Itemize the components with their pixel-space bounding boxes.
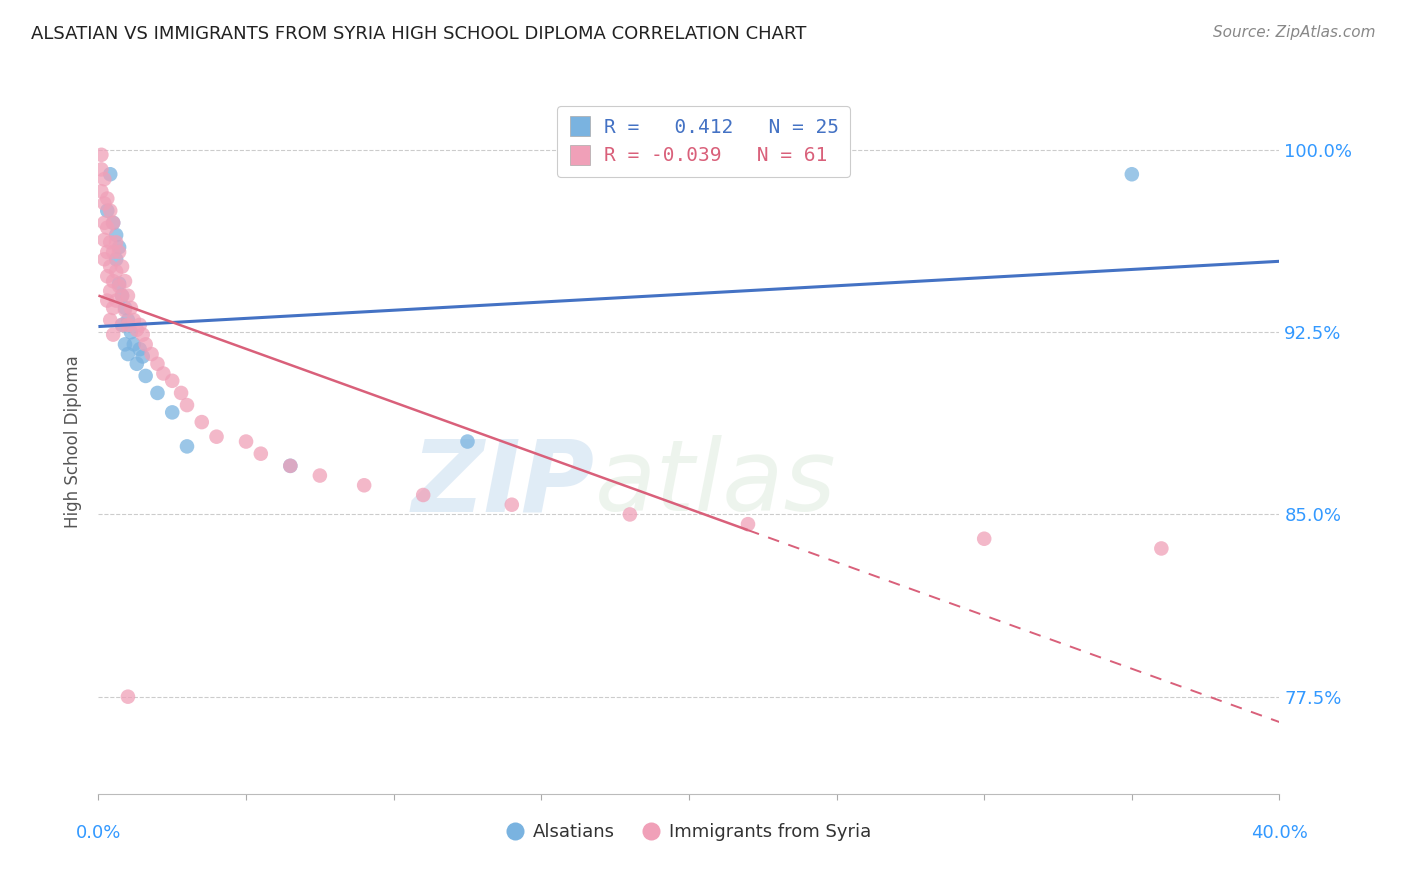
Text: Source: ZipAtlas.com: Source: ZipAtlas.com xyxy=(1212,25,1375,40)
Point xyxy=(96,220,118,235)
Point xyxy=(125,357,148,371)
Point xyxy=(170,386,193,401)
Point xyxy=(205,430,228,444)
Point xyxy=(122,337,145,351)
Point xyxy=(412,488,434,502)
Text: 40.0%: 40.0% xyxy=(1251,824,1308,842)
Point xyxy=(1121,167,1143,181)
Point xyxy=(98,235,121,250)
Point xyxy=(176,398,198,412)
Point xyxy=(108,277,131,291)
Point xyxy=(105,227,128,242)
Point xyxy=(280,458,302,473)
Point xyxy=(93,216,115,230)
Point xyxy=(105,264,128,278)
Point xyxy=(141,347,163,361)
Point xyxy=(90,162,112,177)
Point xyxy=(114,274,136,288)
Point xyxy=(128,342,150,356)
Point xyxy=(128,318,150,332)
Point xyxy=(105,235,128,250)
Point xyxy=(191,415,214,429)
Y-axis label: High School Diploma: High School Diploma xyxy=(65,355,83,528)
Point xyxy=(96,245,118,260)
Point xyxy=(146,386,169,401)
Point xyxy=(114,337,136,351)
Point xyxy=(309,468,332,483)
Point xyxy=(103,216,125,230)
Point xyxy=(114,301,136,315)
Point xyxy=(105,293,128,308)
Point xyxy=(120,325,142,339)
Point xyxy=(353,478,375,492)
Point xyxy=(737,517,759,532)
Point xyxy=(98,313,121,327)
Text: atlas: atlas xyxy=(595,435,837,533)
Point xyxy=(98,167,121,181)
Point xyxy=(93,252,115,267)
Point xyxy=(111,289,134,303)
Point xyxy=(108,279,131,293)
Point xyxy=(103,245,125,260)
Point xyxy=(117,313,139,327)
Legend: Alsatians, Immigrants from Syria: Alsatians, Immigrants from Syria xyxy=(499,816,879,848)
Point xyxy=(117,347,139,361)
Point xyxy=(146,357,169,371)
Point xyxy=(105,252,128,267)
Point xyxy=(111,318,134,332)
Point xyxy=(176,439,198,453)
Point xyxy=(103,274,125,288)
Point xyxy=(132,327,155,342)
Point xyxy=(280,458,302,473)
Point xyxy=(96,293,118,308)
Point xyxy=(96,269,118,284)
Point xyxy=(973,532,995,546)
Text: 0.0%: 0.0% xyxy=(76,824,121,842)
Point xyxy=(152,367,174,381)
Point xyxy=(135,368,157,383)
Point xyxy=(103,301,125,315)
Point xyxy=(93,233,115,247)
Point xyxy=(93,172,115,186)
Point xyxy=(1150,541,1173,556)
Point xyxy=(108,245,131,260)
Point xyxy=(125,323,148,337)
Point xyxy=(135,337,157,351)
Point xyxy=(122,313,145,327)
Point xyxy=(98,203,121,218)
Point xyxy=(111,318,134,332)
Point xyxy=(235,434,257,449)
Point xyxy=(117,318,139,332)
Point xyxy=(93,196,115,211)
Point xyxy=(120,301,142,315)
Point xyxy=(117,690,139,704)
Point xyxy=(96,192,118,206)
Point xyxy=(250,447,273,461)
Point xyxy=(457,434,479,449)
Point xyxy=(90,184,112,198)
Point xyxy=(111,260,134,274)
Point xyxy=(103,327,125,342)
Point xyxy=(108,240,131,254)
Point xyxy=(162,374,183,388)
Point xyxy=(98,260,121,274)
Point xyxy=(619,508,641,522)
Point xyxy=(111,289,134,303)
Point xyxy=(132,350,155,364)
Point xyxy=(114,303,136,318)
Point xyxy=(98,284,121,298)
Point xyxy=(90,148,112,162)
Point xyxy=(103,216,125,230)
Point xyxy=(96,203,118,218)
Point xyxy=(162,405,183,419)
Point xyxy=(117,289,139,303)
Text: ALSATIAN VS IMMIGRANTS FROM SYRIA HIGH SCHOOL DIPLOMA CORRELATION CHART: ALSATIAN VS IMMIGRANTS FROM SYRIA HIGH S… xyxy=(31,25,806,43)
Text: ZIP: ZIP xyxy=(412,435,595,533)
Point xyxy=(501,498,523,512)
